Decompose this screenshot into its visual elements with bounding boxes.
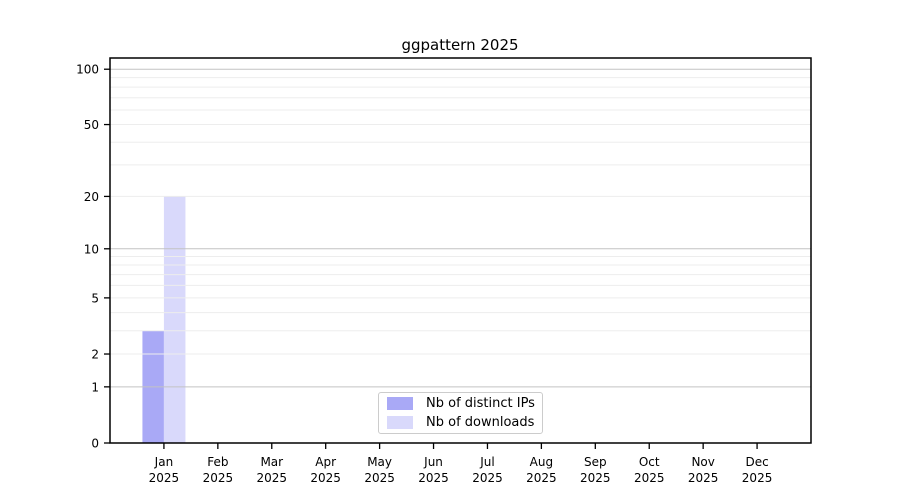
y-tick-label-0: 0 <box>91 437 99 451</box>
x-tick-label-year-may: 2025 <box>364 471 395 485</box>
legend: Nb of distinct IPs Nb of downloads <box>378 392 543 434</box>
y-tick-label-20: 20 <box>84 190 99 204</box>
y-tick-label-2: 2 <box>91 348 99 362</box>
x-tick-label-year-jul: 2025 <box>472 471 503 485</box>
x-tick-label-year-oct: 2025 <box>634 471 665 485</box>
y-tick-label-1: 1 <box>91 380 99 394</box>
x-tick-label-year-nov: 2025 <box>688 471 719 485</box>
axes-layer: 0 1 2 5 10 20 50 100 Jan 2025 Feb 2025 Mar 2025 Apr 202… <box>76 57 812 485</box>
x-tick-label-month-aug: Aug <box>530 455 553 469</box>
plot-border <box>109 57 812 444</box>
x-tick-label-month-may: May <box>367 455 392 469</box>
legend-row-downloads: Nb of downloads <box>379 413 542 432</box>
chart-title: ggpattern 2025 <box>401 36 518 54</box>
x-tick-label-month-feb: Feb <box>207 455 228 469</box>
x-tick-label-month-sep: Sep <box>584 455 607 469</box>
x-tick-label-year-feb: 2025 <box>203 471 234 485</box>
x-tick-label-year-apr: 2025 <box>310 471 341 485</box>
legend-label: Nb of downloads <box>426 415 535 430</box>
x-tick-label-year-dec: 2025 <box>742 471 773 485</box>
x-tick-label-month-nov: Nov <box>691 455 714 469</box>
legend-row-distinct-ips: Nb of distinct IPs <box>379 394 542 413</box>
x-tick-label-month-jun: Jun <box>423 455 443 469</box>
x-tick-label-year-aug: 2025 <box>526 471 557 485</box>
x-tick-label-year-sep: 2025 <box>580 471 611 485</box>
x-tick-label-month-jul: Jul <box>479 455 494 469</box>
x-tick-label-year-jan: 2025 <box>149 471 180 485</box>
legend-swatch-downloads <box>387 416 413 429</box>
bars-layer <box>142 196 186 443</box>
x-tick-label-year-jun: 2025 <box>418 471 449 485</box>
x-tick-label-month-apr: Apr <box>315 455 336 469</box>
y-tick-label-10: 10 <box>84 242 99 256</box>
x-tick-label-month-oct: Oct <box>639 455 660 469</box>
legend-swatch-distinct-ips <box>387 397 413 410</box>
y-tick-label-5: 5 <box>91 291 99 305</box>
y-tick-label-50: 50 <box>84 118 99 132</box>
y-tick-label-100: 100 <box>76 63 99 77</box>
x-tick-label-month-mar: Mar <box>260 455 283 469</box>
x-tick-label-month-dec: Dec <box>745 455 768 469</box>
x-tick-label-year-mar: 2025 <box>256 471 287 485</box>
x-tick-label-month-jan: Jan <box>154 455 174 469</box>
legend-label: Nb of distinct IPs <box>426 396 535 411</box>
bar-downloads-jan <box>163 196 186 443</box>
grid-layer <box>110 68 811 388</box>
